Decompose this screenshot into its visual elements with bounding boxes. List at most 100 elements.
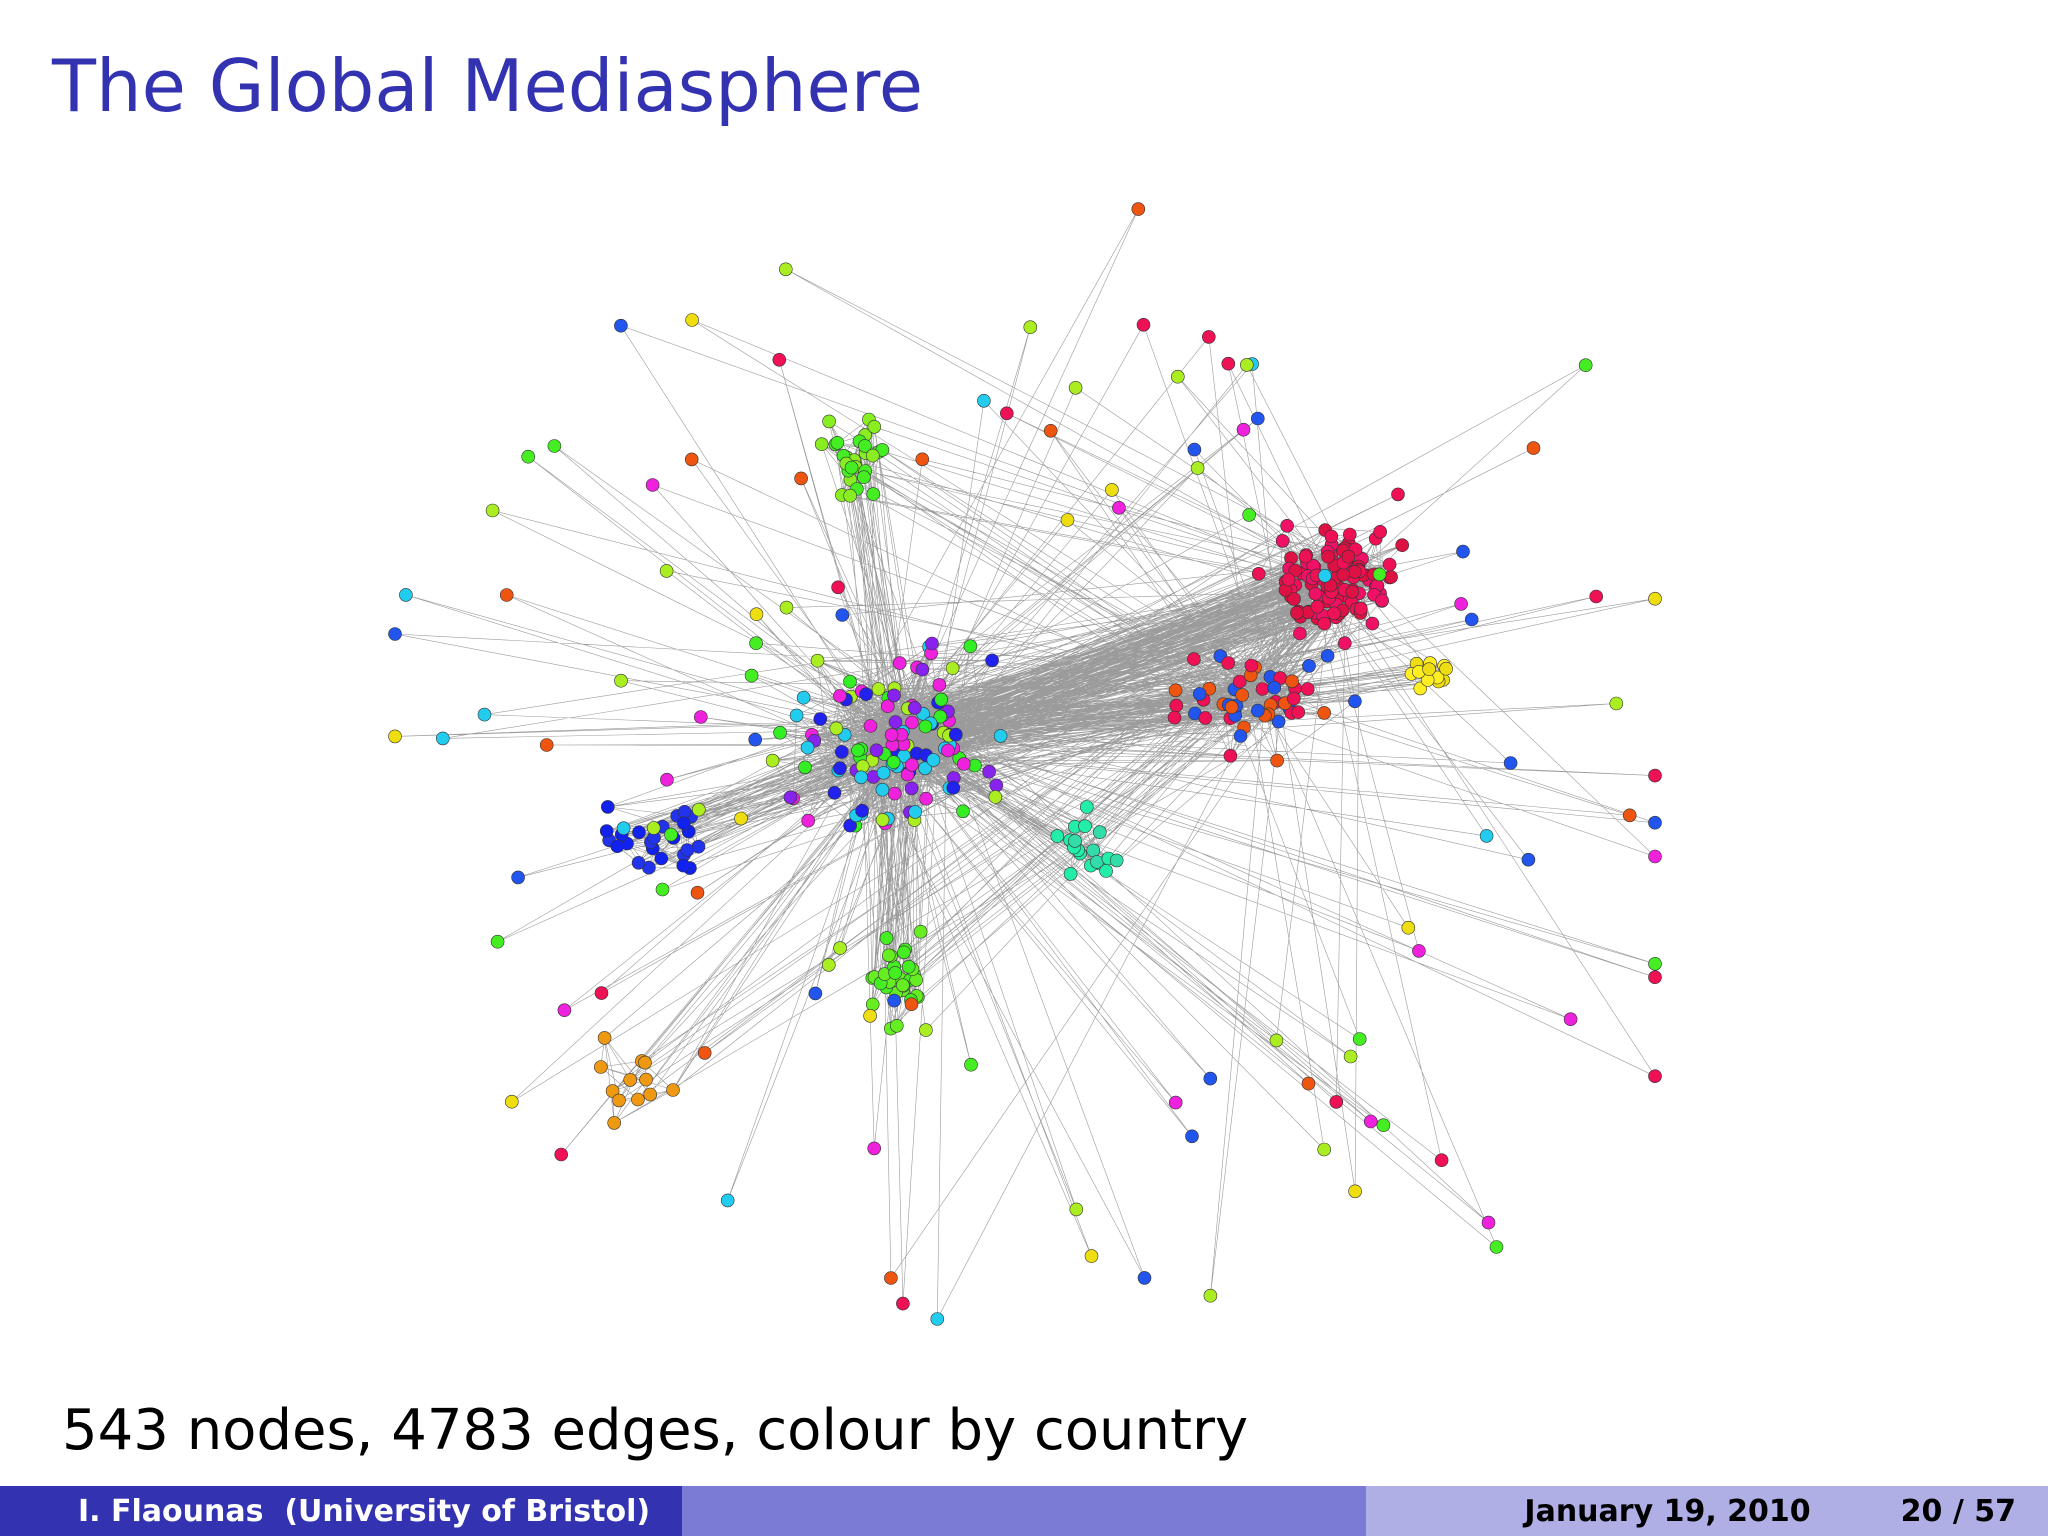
node — [690, 885, 705, 900]
node — [833, 941, 847, 955]
node — [1023, 320, 1038, 334]
node — [989, 778, 1004, 793]
node — [1170, 369, 1185, 384]
node — [1084, 1249, 1099, 1263]
node — [1287, 592, 1301, 606]
node — [896, 1296, 910, 1311]
node — [884, 728, 899, 742]
node — [1648, 1069, 1662, 1084]
node — [1456, 544, 1470, 559]
node — [676, 858, 691, 873]
node — [1578, 358, 1593, 372]
node — [843, 674, 857, 689]
node — [1464, 612, 1479, 627]
node — [1373, 524, 1388, 539]
node — [827, 785, 842, 800]
node — [599, 824, 614, 838]
node — [660, 772, 674, 787]
node — [1648, 768, 1662, 783]
node — [875, 782, 890, 797]
node — [1341, 549, 1356, 564]
node — [605, 1084, 620, 1098]
node — [1137, 1271, 1152, 1285]
node — [1352, 1032, 1367, 1046]
node — [956, 804, 970, 819]
node — [800, 740, 815, 755]
node — [748, 732, 763, 747]
node — [654, 851, 669, 866]
node — [915, 452, 930, 467]
node — [895, 978, 910, 993]
node — [808, 986, 823, 1001]
node — [963, 639, 978, 654]
node — [843, 818, 857, 833]
node — [646, 821, 661, 835]
node — [1192, 687, 1207, 701]
node — [833, 689, 847, 703]
network-graph — [388, 202, 1662, 1326]
node — [388, 627, 402, 641]
node — [919, 1023, 933, 1037]
node — [1384, 570, 1398, 584]
node — [857, 470, 871, 485]
node — [779, 600, 794, 615]
node — [1187, 442, 1202, 457]
node — [813, 712, 828, 726]
node — [691, 802, 706, 817]
node — [539, 738, 554, 752]
node — [886, 755, 901, 769]
node — [919, 791, 933, 806]
node — [1363, 1114, 1378, 1129]
node — [1112, 500, 1126, 515]
node — [1308, 586, 1323, 601]
node — [554, 1147, 568, 1162]
node — [1301, 1076, 1316, 1091]
node — [1327, 606, 1341, 621]
node — [1169, 698, 1184, 713]
node — [1271, 714, 1286, 729]
node — [697, 1046, 712, 1060]
node — [597, 1031, 612, 1045]
node — [1187, 652, 1201, 666]
node — [915, 662, 930, 677]
node — [1422, 662, 1436, 677]
node — [1563, 1012, 1578, 1027]
node — [773, 725, 787, 740]
node — [643, 1087, 658, 1102]
node — [749, 607, 764, 622]
node — [863, 1008, 877, 1023]
node — [1280, 518, 1294, 533]
node — [1324, 529, 1339, 544]
node — [1320, 648, 1335, 663]
node — [1221, 356, 1236, 371]
node — [1454, 597, 1468, 611]
node — [1365, 616, 1380, 631]
node — [798, 760, 812, 775]
footer-author: I. Flaounas (University of Bristol) — [0, 1486, 682, 1536]
node — [1489, 1240, 1504, 1254]
node — [945, 661, 960, 676]
node — [1293, 626, 1307, 641]
node — [607, 1116, 621, 1130]
node — [993, 729, 1008, 743]
node — [1131, 202, 1146, 216]
node — [829, 721, 844, 736]
node — [869, 743, 884, 758]
node — [1521, 852, 1536, 867]
node — [1648, 970, 1662, 985]
node — [1286, 691, 1301, 706]
node — [1281, 572, 1296, 587]
node — [594, 986, 609, 1000]
node — [720, 1193, 735, 1208]
node — [1236, 422, 1251, 437]
node — [863, 719, 878, 733]
node — [866, 487, 881, 501]
node — [844, 460, 859, 475]
node — [749, 636, 763, 651]
node — [1250, 703, 1265, 718]
node — [1310, 599, 1325, 614]
node — [948, 727, 963, 742]
node — [926, 753, 941, 767]
node — [796, 690, 811, 705]
node — [1109, 853, 1124, 868]
